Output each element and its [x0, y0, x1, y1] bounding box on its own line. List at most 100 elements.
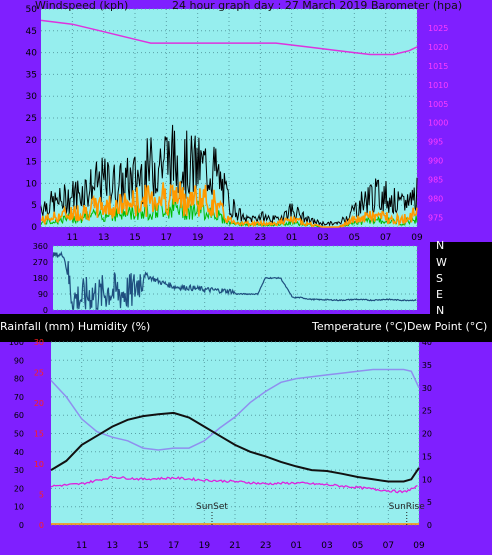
temp-x-tick-09: 09 [413, 541, 425, 551]
bottom-header-bg [0, 314, 492, 342]
humidity-tick-60: 60 [14, 411, 24, 420]
temperature-line [50, 411, 420, 483]
baro-right-tick-995: 995 [428, 138, 443, 147]
temp-right-tick-0: 0 [427, 521, 432, 530]
direction-label-area [430, 242, 492, 314]
wind-x-tick-23: 23 [255, 233, 266, 243]
dir-tick-360: 360 [33, 242, 48, 251]
wind-left-tick-50: 50 [26, 5, 38, 15]
wind-left-tick-20: 20 [26, 136, 38, 146]
baro-right-tick-1000: 1000 [428, 119, 448, 128]
temp-right-tick-10: 10 [422, 475, 432, 484]
dir-tick-180: 180 [33, 274, 48, 283]
wind-left-tick-25: 25 [26, 114, 37, 124]
rain-tick-25: 25 [34, 369, 44, 378]
wind-x-tick-07: 07 [380, 233, 391, 243]
temp-x-tick-11: 11 [76, 541, 87, 551]
baro-right-tick-990: 990 [428, 157, 443, 166]
temp-right-tick-15: 15 [422, 452, 432, 461]
temp-right-tick-25: 25 [422, 407, 432, 416]
wind-x-tick-11: 11 [67, 233, 78, 243]
wind-left-tick-45: 45 [26, 27, 37, 37]
wind-x-tick-03: 03 [317, 233, 328, 243]
wind-x-tick-15: 15 [129, 233, 140, 243]
wind-left-tick-35: 35 [26, 70, 37, 80]
wind-x-tick-01: 01 [286, 233, 297, 243]
dir-label-e: E [436, 288, 443, 301]
wind-left-tick-5: 5 [31, 201, 37, 211]
wind-x-tick-13: 13 [98, 233, 109, 243]
humidity-tick-70: 70 [14, 393, 24, 402]
rain-tick-30: 30 [34, 338, 44, 347]
sunrise-label: SunRise [389, 502, 426, 512]
temperature-series [50, 368, 420, 525]
wind-x-tick-09: 09 [411, 233, 423, 243]
humidity-tick-40: 40 [14, 448, 24, 457]
graph-title: 24 hour graph day : 27 March 2019 [172, 0, 367, 12]
temp-right-tick-35: 35 [422, 361, 432, 370]
temp-x-tick-19: 19 [199, 541, 211, 551]
dir-label-w: W [436, 256, 447, 269]
temp-x-tick-13: 13 [107, 541, 118, 551]
humidity-tick-90: 90 [14, 356, 24, 365]
wind-x-tick-17: 17 [161, 233, 172, 243]
axis-ticks: 0510152025303540455097598098599099510001… [9, 5, 449, 551]
wind-series [40, 19, 418, 228]
dir-label-n-bottom: N [436, 304, 444, 317]
wind-left-tick-15: 15 [26, 158, 37, 168]
humidity-tick-0: 0 [19, 521, 24, 530]
sunset-label: SunSet [196, 502, 228, 512]
temp-right-tick-5: 5 [427, 498, 432, 507]
wind-avg-line [40, 181, 418, 228]
rain-tick-10: 10 [34, 460, 44, 469]
temperature-grid [51, 341, 420, 526]
wind-other-line [40, 198, 418, 228]
baro-right-tick-985: 985 [428, 176, 443, 185]
wind-left-tick-40: 40 [26, 49, 38, 59]
temp-x-tick-07: 07 [383, 541, 394, 551]
temp-dew-title: Temperature (°C)Dew Point (°C) [311, 320, 487, 333]
wind-x-tick-21: 21 [223, 233, 234, 243]
temp-x-tick-15: 15 [137, 541, 148, 551]
dir-label-n-top: N [436, 239, 444, 252]
barometer-line [40, 19, 418, 56]
baro-right-tick-1020: 1020 [428, 43, 448, 52]
baro-right-tick-975: 975 [428, 214, 443, 223]
rain-humidity-title: Rainfall (mm) Humidity (%) [0, 320, 150, 333]
wind-title: Windspeed (kph) [35, 0, 128, 12]
wind-left-tick-0: 0 [31, 223, 37, 233]
temp-right-tick-30: 30 [422, 384, 432, 393]
wind-left-tick-10: 10 [26, 179, 38, 189]
humidity-tick-30: 30 [14, 466, 24, 475]
humidity-tick-20: 20 [14, 484, 24, 493]
wind-gust-line [40, 124, 418, 227]
temp-right-tick-40: 40 [422, 338, 432, 347]
temp-x-tick-05: 05 [352, 541, 363, 551]
temp-right-tick-20: 20 [422, 430, 432, 439]
wind-x-tick-19: 19 [192, 233, 204, 243]
barometer-title: Barometer (hpa) [371, 0, 462, 12]
wind-left-tick-30: 30 [26, 92, 38, 102]
dir-tick-270: 270 [33, 258, 48, 267]
wind-x-tick-05: 05 [349, 233, 360, 243]
rain-tick-0: 0 [39, 521, 44, 530]
direction-series [52, 250, 417, 311]
humidity-tick-50: 50 [14, 430, 24, 439]
baro-right-tick-980: 980 [428, 195, 443, 204]
rain-tick-15: 15 [34, 430, 44, 439]
humidity-tick-100: 100 [9, 338, 24, 347]
rain-tick-5: 5 [39, 491, 44, 500]
temp-x-tick-17: 17 [168, 541, 179, 551]
temp-x-tick-01: 01 [291, 541, 302, 551]
rain-tick-20: 20 [34, 399, 44, 408]
temp-x-tick-21: 21 [229, 541, 240, 551]
baro-right-tick-1005: 1005 [428, 100, 448, 109]
wind-direction-line [52, 250, 417, 311]
temp-x-tick-03: 03 [321, 541, 332, 551]
humidity-tick-10: 10 [14, 503, 24, 512]
dir-label-s: S [436, 272, 443, 285]
baro-right-tick-1015: 1015 [428, 62, 448, 71]
dewpoint-line [50, 475, 418, 494]
humidity-tick-80: 80 [14, 375, 24, 384]
